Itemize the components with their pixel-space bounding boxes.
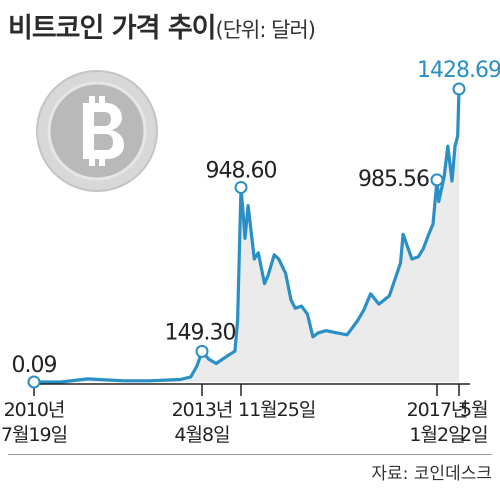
x-tick-label: 2010년 xyxy=(4,399,65,421)
annotation-label: 985.56 xyxy=(358,167,429,192)
x-tick-label: 4월8일 xyxy=(174,424,229,446)
annotation-marker xyxy=(27,375,41,389)
annotation-marker xyxy=(234,180,248,194)
source-note: 자료: 코인데스크 xyxy=(371,464,492,484)
x-tick-label: 11월25일 xyxy=(238,399,315,421)
annotation-label: 149.30 xyxy=(165,320,236,345)
title-unit: (단위: 달러) xyxy=(215,18,316,42)
price-line xyxy=(33,88,461,384)
chart-title: 비트코인 가격 추이(단위: 달러) xyxy=(8,6,316,45)
source-divider xyxy=(8,454,492,455)
x-tick-label: 2013년 xyxy=(172,399,233,421)
bitcoin-icon xyxy=(36,70,158,192)
title-main: 비트코인 가격 추이 xyxy=(8,13,217,44)
annotation-label: 1428.69 xyxy=(417,58,500,83)
annotation-label: 948.60 xyxy=(206,158,277,183)
annotation-marker xyxy=(195,344,209,358)
annotation-marker xyxy=(430,173,444,187)
annotation-marker xyxy=(452,82,466,96)
annotation-label: 0.09 xyxy=(12,353,57,378)
x-tick-label: 2일 xyxy=(460,424,488,446)
x-tick-label: 1월2일 xyxy=(409,424,464,446)
x-tick-label: 7월19일 xyxy=(1,424,67,446)
x-ticks: 2010년 7월19일 2013년 4월8일 11월25일 2017년 1월2일 5월 2일 xyxy=(1,384,489,446)
annotation-markers: 0.09 149.30 948.60 985.56 1428.69 xyxy=(12,58,500,389)
x-tick-label: 5월 xyxy=(460,399,488,421)
x-tick-label: 2017년 xyxy=(407,399,468,421)
